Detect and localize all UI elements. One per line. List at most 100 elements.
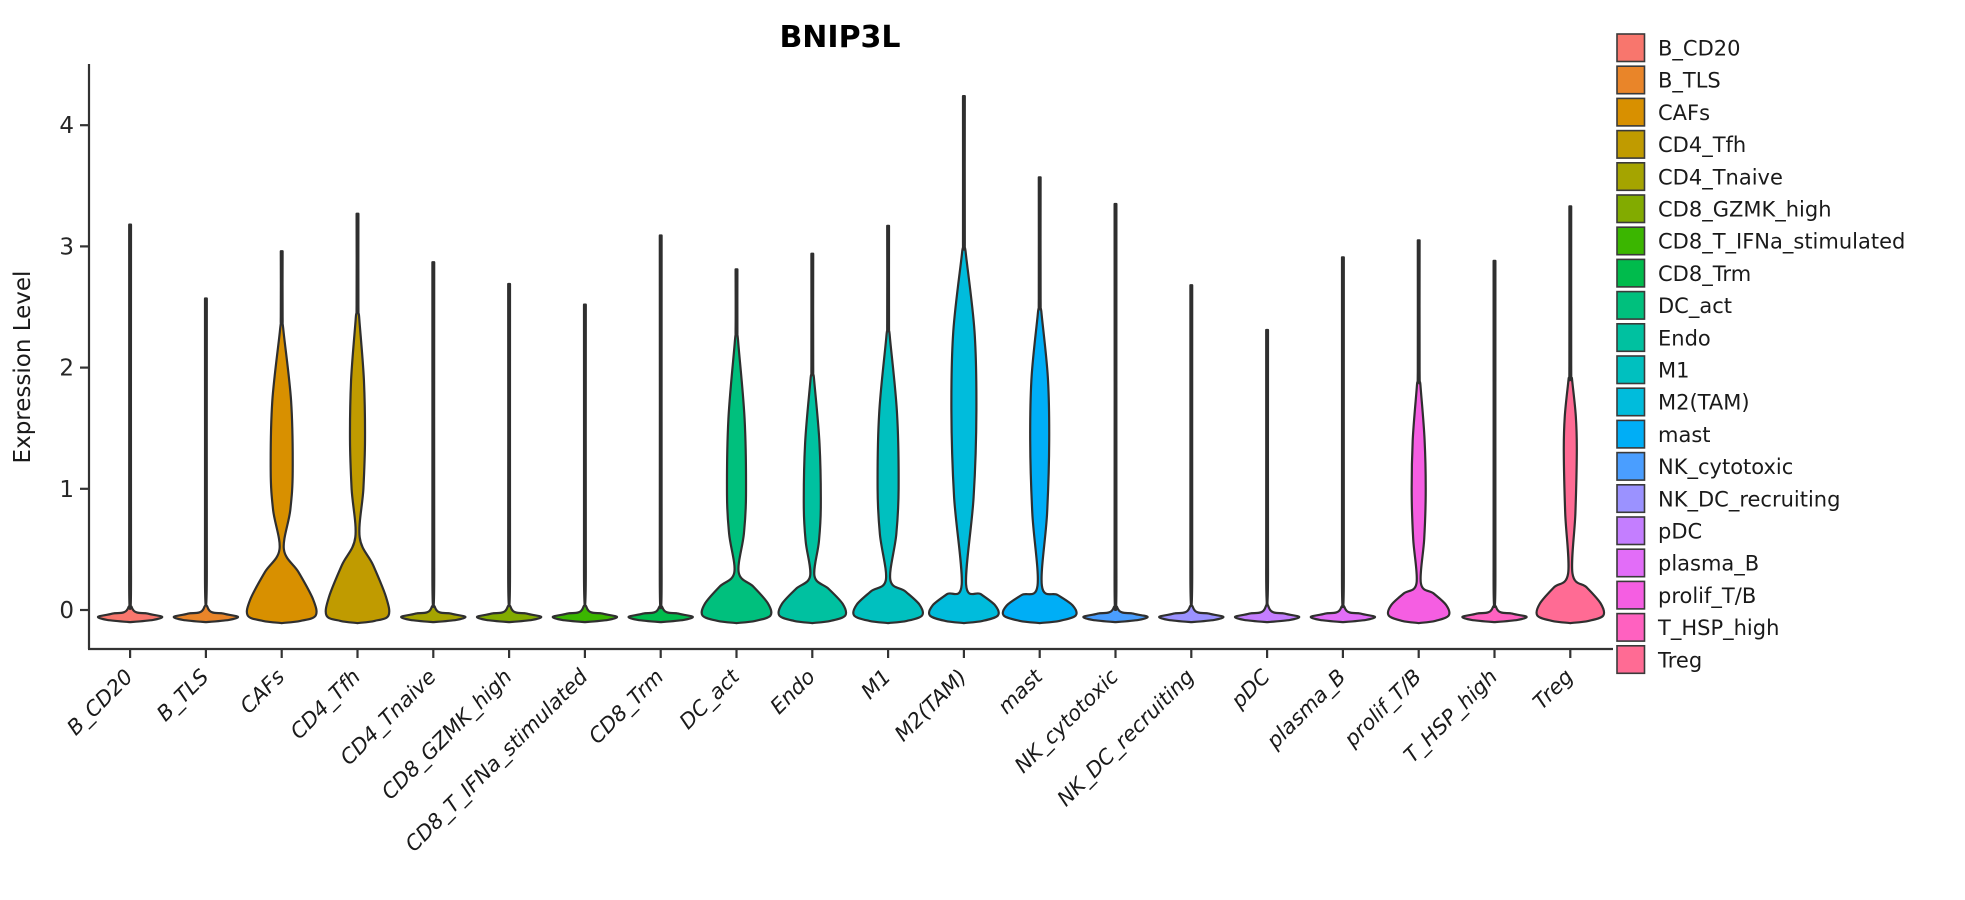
legend-swatch-icon — [1616, 355, 1646, 385]
legend-item: NK_cytotoxic — [1616, 451, 1793, 481]
legend-label: DC_act — [1658, 294, 1732, 319]
legend-label: Treg — [1657, 648, 1702, 672]
legend-swatch-icon — [1616, 548, 1646, 578]
violins — [96, 95, 1606, 625]
legend-label: M2(TAM) — [1658, 391, 1750, 415]
legend-swatch-icon — [1616, 580, 1646, 610]
legend-item: CD4_Tnaive — [1616, 162, 1783, 192]
violin-DC_act — [700, 268, 773, 625]
legend-label: B_CD20 — [1658, 37, 1740, 62]
violin-B_TLS — [172, 297, 240, 624]
legend-swatch-icon — [1616, 290, 1646, 320]
violin-Treg — [1535, 205, 1606, 625]
x-tick-label-DC_act: DC_act — [675, 664, 746, 735]
legend-label: B_TLS — [1658, 69, 1721, 94]
legend-swatch-icon — [1616, 258, 1646, 288]
x-tick-label-NK_DC_recruiting: NK_DC_recruiting — [1053, 665, 1200, 812]
violin-CD8_T_IFNa_stimulated — [551, 303, 619, 624]
legend-swatch-icon — [1616, 194, 1646, 224]
legend-label: Endo — [1658, 326, 1711, 350]
legend-label: CD8_T_IFNa_stimulated — [1658, 230, 1905, 255]
legend-swatch-icon — [1616, 162, 1646, 192]
legend-swatch-icon — [1616, 387, 1646, 417]
legend-label: T_HSP_high — [1657, 616, 1779, 641]
legend-swatch-icon — [1616, 451, 1646, 481]
plot-title: BNIP3L — [779, 20, 900, 55]
x-tick-label-plasma_B: plasma_B — [1261, 665, 1351, 755]
legend-swatch-icon — [1616, 97, 1646, 127]
violin-Endo — [777, 252, 848, 625]
violin-CD8_GZMK_high — [475, 282, 543, 624]
y-axis-ticks: 0 1 2 3 4 — [59, 113, 88, 624]
y-tick-label: 2 — [59, 356, 74, 382]
y-axis-title: Expression Level — [10, 271, 36, 464]
violin-T_HSP_high — [1461, 259, 1528, 624]
legend-item: Endo — [1616, 322, 1711, 353]
legend-swatch-icon — [1616, 129, 1646, 159]
legend-label: CAFs — [1658, 101, 1710, 125]
legend-label: M1 — [1658, 359, 1689, 383]
legend-label: plasma_B — [1658, 552, 1759, 577]
legend-swatch-icon — [1616, 322, 1646, 353]
violin-CAFs — [245, 250, 318, 625]
violin-prolif_T/B — [1386, 239, 1451, 625]
legend-item: pDC — [1616, 516, 1702, 546]
x-tick-label-CD8_Trm: CD8_Trm — [584, 665, 669, 750]
x-tick-label-CD4_Tfh: CD4_Tfh — [286, 665, 366, 745]
legend-swatch-icon — [1616, 33, 1646, 63]
legend-swatch-icon — [1616, 419, 1646, 449]
violin-CD8_Trm — [627, 234, 694, 624]
legend-item: DC_act — [1616, 290, 1732, 320]
legend-label: NK_DC_recruiting — [1658, 487, 1840, 512]
violin-NK_DC_recruiting — [1158, 284, 1225, 624]
legend-item: M2(TAM) — [1616, 387, 1750, 417]
legend-item: prolif_T/B — [1616, 580, 1756, 610]
legend-item: NK_DC_recruiting — [1616, 483, 1840, 514]
legend-label: pDC — [1658, 520, 1702, 544]
legend-item: T_HSP_high — [1616, 612, 1779, 642]
y-tick-label: 4 — [59, 113, 74, 139]
legend-item: CD8_GZMK_high — [1616, 194, 1832, 224]
legend-swatch-icon — [1616, 483, 1646, 514]
legend-swatch-icon — [1616, 65, 1646, 95]
legend-item: CAFs — [1616, 97, 1710, 127]
legend-item: CD8_Trm — [1616, 258, 1751, 288]
x-axis-ticks — [129, 649, 1572, 658]
x-tick-label-B_TLS: B_TLS — [152, 665, 214, 727]
x-axis-labels: B_CD20 B_TLS CAFsCD4_TfhCD4_TnaiveCD8_GZMK… — [62, 664, 1577, 857]
legend-item: CD4_Tfh — [1616, 129, 1746, 159]
legend-label: mast — [1658, 423, 1711, 447]
y-tick-label: 1 — [59, 477, 74, 503]
violin-M2(TAM) — [927, 95, 1000, 625]
legend: B_CD20 B_TLS CAFs CD4_Tfh CD4_Tnaive CD8_GZMK… — [1616, 33, 1905, 675]
x-tick-label-M1: M1 — [856, 665, 895, 704]
violin-M1 — [852, 224, 925, 625]
violin-pDC — [1233, 328, 1301, 624]
x-tick-label-Endo: Endo — [766, 665, 820, 719]
legend-label: CD4_Tnaive — [1658, 165, 1783, 190]
legend-label: CD8_GZMK_high — [1658, 198, 1832, 223]
legend-label: CD8_Trm — [1658, 262, 1751, 287]
x-tick-label-B_CD20: B_CD20 — [62, 665, 138, 741]
y-tick-label: 3 — [59, 234, 74, 260]
legend-item: B_TLS — [1616, 65, 1721, 95]
x-tick-label-M2(TAM): M2(TAM) — [890, 665, 971, 746]
y-tick-label: 0 — [59, 598, 74, 624]
legend-label: CD4_Tfh — [1658, 133, 1746, 158]
x-tick-label-CD8_GZMK_high: CD8_GZMK_high — [377, 665, 517, 805]
legend-swatch-icon — [1616, 612, 1646, 642]
violin-CD4_Tnaive — [400, 261, 467, 624]
x-tick-label-pDC: pDC — [1226, 664, 1275, 713]
legend-item: CD8_T_IFNa_stimulated — [1616, 226, 1905, 256]
legend-item: Treg — [1616, 644, 1702, 675]
legend-swatch-icon — [1616, 644, 1646, 675]
legend-item: M1 — [1616, 355, 1689, 385]
violin-mast — [1001, 176, 1078, 625]
x-tick-label-Treg: Treg — [1528, 665, 1578, 715]
violin-NK_cytotoxic — [1082, 202, 1149, 624]
legend-item: B_CD20 — [1616, 33, 1740, 63]
violin-plasma_B — [1309, 256, 1377, 624]
legend-label: prolif_T/B — [1658, 584, 1756, 609]
